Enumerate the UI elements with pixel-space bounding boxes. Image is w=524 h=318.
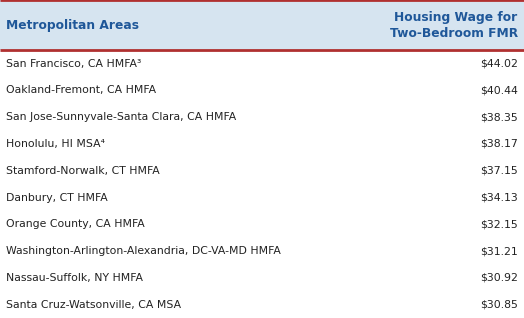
Text: Housing Wage for
Two-Bedroom FMR: Housing Wage for Two-Bedroom FMR [389,10,518,40]
Text: Orange County, CA HMFA: Orange County, CA HMFA [6,219,145,229]
Text: $30.85: $30.85 [480,300,518,310]
Text: San Francisco, CA HMFA³: San Francisco, CA HMFA³ [6,59,141,69]
Text: $44.02: $44.02 [480,59,518,69]
Text: Nassau-Suffolk, NY HMFA: Nassau-Suffolk, NY HMFA [6,273,143,283]
Text: $30.92: $30.92 [480,273,518,283]
Text: Metropolitan Areas: Metropolitan Areas [6,19,139,31]
Text: $32.15: $32.15 [480,219,518,229]
Text: $38.17: $38.17 [480,139,518,149]
Bar [0,0,524,50]
Text: Washington-Arlington-Alexandria, DC-VA-MD HMFA: Washington-Arlington-Alexandria, DC-VA-M… [6,246,281,256]
Text: $38.35: $38.35 [480,112,518,122]
Text: Honolulu, HI MSA⁴: Honolulu, HI MSA⁴ [6,139,105,149]
Text: $40.44: $40.44 [480,86,518,95]
Text: $34.13: $34.13 [480,192,518,203]
Text: San Jose-Sunnyvale-Santa Clara, CA HMFA: San Jose-Sunnyvale-Santa Clara, CA HMFA [6,112,236,122]
Text: $37.15: $37.15 [480,166,518,176]
Text: Danbury, CT HMFA: Danbury, CT HMFA [6,192,108,203]
Text: $31.21: $31.21 [480,246,518,256]
Text: Stamford-Norwalk, CT HMFA: Stamford-Norwalk, CT HMFA [6,166,160,176]
Text: Santa Cruz-Watsonville, CA MSA: Santa Cruz-Watsonville, CA MSA [6,300,181,310]
Text: Oakland-Fremont, CA HMFA: Oakland-Fremont, CA HMFA [6,86,156,95]
